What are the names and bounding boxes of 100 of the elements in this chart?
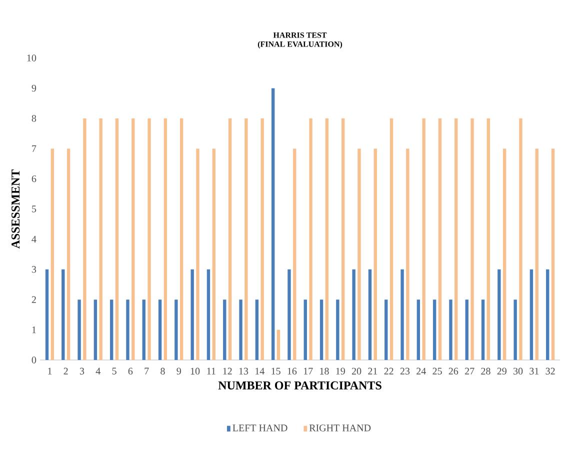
bar [341, 118, 345, 360]
legend-label: RIGHT HAND [309, 424, 371, 432]
y-tick-label: 9 [32, 84, 36, 92]
bar [223, 300, 226, 360]
x-tick-label: 23 [400, 368, 410, 375]
bar [416, 300, 420, 360]
bar [368, 269, 372, 360]
x-tick-label: 29 [497, 368, 506, 375]
bar [45, 269, 49, 360]
bar [206, 269, 210, 360]
x-tick-label: 13 [239, 368, 248, 375]
x-tick-label: 17 [304, 368, 313, 374]
bar [465, 300, 468, 360]
bar [228, 118, 232, 360]
y-tick-label: 1 [32, 326, 36, 334]
bar [358, 148, 361, 360]
bar [309, 118, 312, 360]
bar [180, 118, 184, 360]
x-tick-label: 2 [64, 368, 68, 374]
x-tick-label: 22 [384, 368, 394, 374]
bar [519, 118, 522, 360]
x-tick-label: 8 [160, 368, 165, 375]
bar [132, 118, 135, 360]
x-tick-label: 11 [207, 368, 216, 374]
bar [78, 300, 81, 360]
bar [276, 330, 280, 360]
y-tick-label: 5 [32, 206, 36, 212]
bar [50, 148, 54, 360]
bar [271, 88, 275, 360]
y-tick-label: 2 [32, 296, 36, 303]
bar [498, 269, 501, 360]
bar [551, 148, 555, 360]
x-tick-label: 26 [448, 368, 458, 375]
y-tick-label: 0 [32, 356, 36, 364]
legend-label: LEFT HAND [232, 424, 288, 432]
bar [94, 300, 98, 360]
x-tick-label: 19 [336, 368, 345, 375]
x-tick-label: 27 [465, 368, 474, 374]
x-tick-label: 7 [144, 368, 149, 374]
bar [99, 118, 102, 360]
bar [514, 300, 517, 360]
bar [190, 269, 194, 360]
bar [83, 118, 86, 360]
y-tick-label: 8 [32, 115, 36, 122]
bar [260, 118, 264, 360]
bar [115, 118, 119, 360]
x-tick-label: 6 [128, 368, 133, 375]
y-tick-label: 6 [32, 175, 36, 182]
bar [293, 148, 296, 360]
y-tick-label: 3 [32, 266, 36, 273]
bar [530, 269, 534, 360]
bar [62, 269, 65, 360]
x-tick-label: 14 [256, 368, 264, 374]
bar [320, 300, 324, 360]
bar [255, 300, 259, 360]
bar [535, 148, 538, 360]
chart-title: HARRIS TEST [273, 32, 327, 38]
y-axis-title: ASSESSMENT [12, 170, 20, 249]
x-tick-label: 32 [546, 368, 555, 375]
x-tick-label: 28 [481, 368, 490, 375]
x-tick-label: 21 [368, 368, 378, 374]
bar [66, 148, 70, 360]
bar [336, 300, 340, 360]
bar [502, 148, 506, 360]
bar [546, 269, 550, 360]
bar [325, 118, 329, 360]
bar [174, 300, 178, 360]
x-tick-label: 3 [80, 368, 84, 375]
y-tick-label: 7 [32, 145, 36, 152]
x-axis-title: NUMBER OF PARTICIPANTS [218, 381, 382, 390]
bar [481, 300, 485, 360]
x-tick-label: 4 [96, 368, 100, 374]
x-tick-label: 5 [112, 368, 116, 374]
bar [422, 118, 426, 360]
x-tick-label: 12 [223, 368, 232, 374]
bar [164, 118, 168, 360]
bar [438, 118, 442, 360]
bar [126, 300, 130, 360]
x-tick-label: 24 [416, 368, 426, 374]
bar [304, 300, 307, 360]
bar [432, 300, 436, 360]
bar [449, 300, 452, 360]
bar [142, 300, 146, 360]
bar [384, 300, 388, 360]
x-tick-label: 10 [190, 368, 200, 375]
bar [486, 118, 490, 360]
bar [470, 118, 474, 360]
bar [148, 118, 151, 360]
bar [158, 300, 162, 360]
chart-subtitle: (FINAL EVALUATION) [258, 41, 342, 48]
y-tick-label: 10 [27, 54, 36, 62]
x-tick-label: 25 [432, 368, 442, 375]
y-tick-label: 4 [32, 236, 36, 242]
bar [390, 118, 394, 360]
bar [244, 118, 248, 360]
bar [374, 148, 377, 360]
x-tick-label: 31 [530, 368, 539, 375]
bar [110, 300, 114, 360]
bar [239, 300, 242, 360]
x-tick-label: 16 [288, 368, 297, 375]
